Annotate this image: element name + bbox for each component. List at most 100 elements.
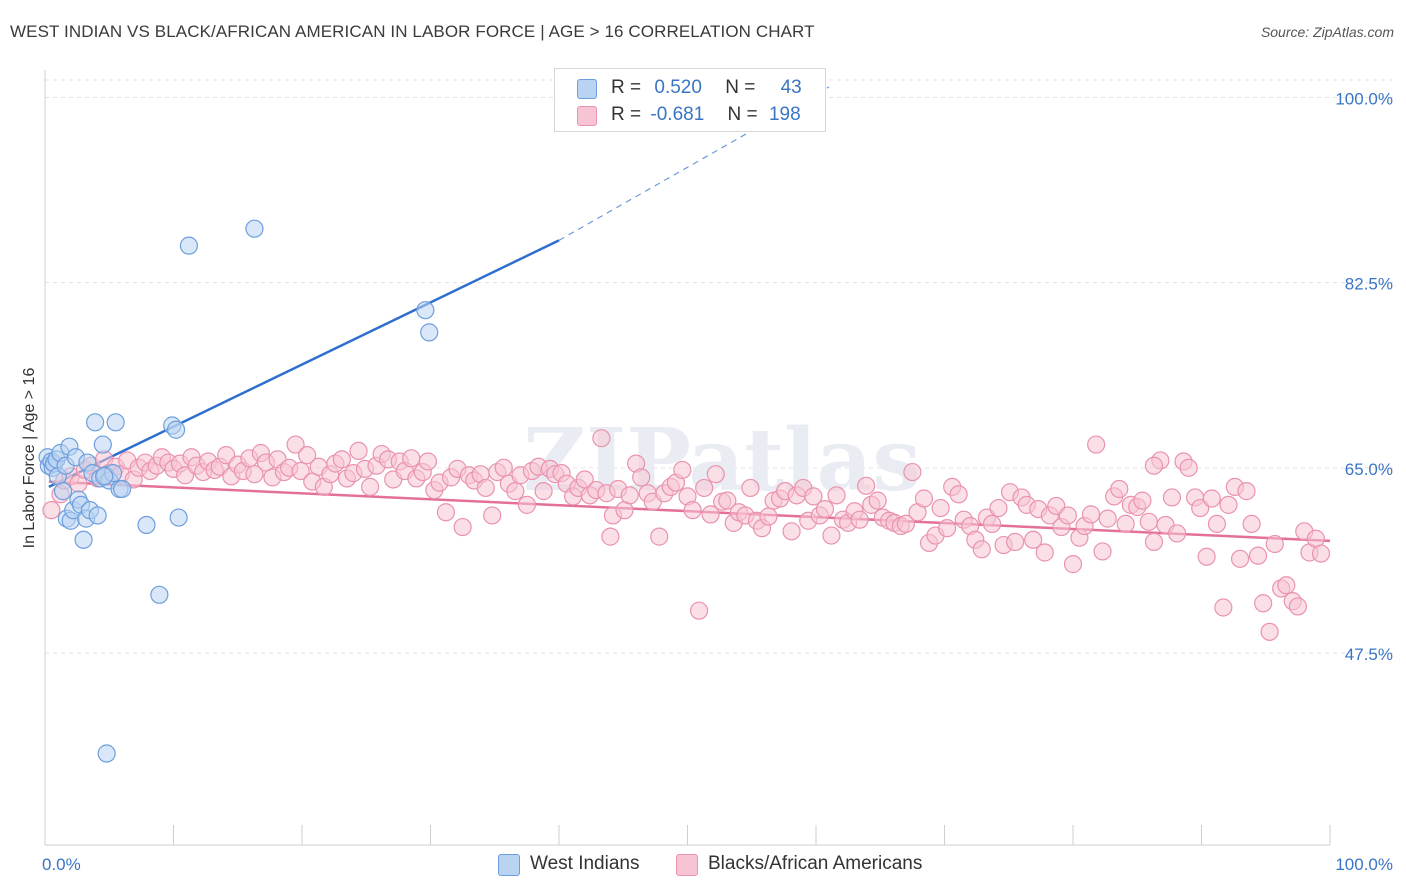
black-african-american-point-207 — [1242, 514, 1261, 534]
west-indian-point-25 — [93, 435, 112, 454]
black-african-american-point-42 — [291, 461, 310, 481]
black-african-american-point-154 — [937, 519, 957, 538]
black-african-american-point-75 — [483, 506, 502, 525]
black-african-american-point-84 — [534, 482, 553, 501]
legend-r-label: R = — [611, 104, 642, 125]
black-african-american-point-64 — [418, 452, 438, 471]
legend-r-value: 0.520 — [654, 77, 702, 98]
legend-r-label: R = — [611, 77, 642, 98]
black-african-american-point-209 — [1254, 594, 1273, 613]
legend-n-label: N = — [727, 104, 758, 125]
black-african-american-point-150 — [914, 489, 934, 508]
y-tick-label-2: 82.5% — [1345, 275, 1393, 294]
chart-title: WEST INDIAN VS BLACK/AFRICAN AMERICAN IN… — [10, 22, 815, 41]
correlation-legend: R = 0.520 N = 43 R = -0.681 N = 198 — [554, 68, 826, 132]
black-african-american-point-148 — [903, 462, 922, 482]
west-indian-point-38 — [179, 236, 199, 255]
legend-r-value: -0.681 — [650, 104, 705, 125]
grid-lines — [45, 79, 1394, 654]
legend-n-value: 43 — [780, 77, 802, 98]
black-african-american-point-175 — [1058, 506, 1077, 525]
west-indian-point-23 — [88, 506, 107, 525]
black-african-american-point-166 — [1006, 532, 1025, 552]
black-african-american-point-188 — [1133, 491, 1152, 510]
black-african-american-point-200 — [1202, 489, 1221, 508]
axes — [44, 70, 1331, 846]
black-african-american-point-133 — [815, 499, 835, 519]
y-axis-label: In Labor Force | Age > 16 — [21, 368, 38, 549]
legend-row-black-african-americans: R = -0.681 N = 198 — [555, 101, 825, 129]
black-african-american-point-181 — [1093, 542, 1112, 561]
west-indian-point-34 — [150, 585, 169, 604]
black-african-american-point-135 — [827, 486, 846, 505]
black-african-american-point-220 — [1144, 456, 1164, 475]
black-african-american-point-94 — [592, 429, 611, 448]
west-indian-point-33 — [137, 515, 156, 535]
x-tick-label-0: 0.0% — [42, 855, 81, 874]
black-african-american-point-153 — [931, 498, 950, 518]
black-african-american-point-213 — [1277, 576, 1296, 595]
black-african-american-point-203 — [1219, 495, 1238, 514]
black-african-american-point-185 — [1116, 514, 1135, 534]
black-african-american-point-0 — [42, 501, 61, 520]
black-african-american-point-184 — [1110, 479, 1129, 499]
trend-line-west-indians — [48, 239, 560, 489]
legend-swatch-blue — [498, 854, 520, 876]
legend-swatch-pink — [676, 854, 698, 876]
black-african-american-point-54 — [361, 477, 380, 496]
black-african-american-point-199 — [1197, 547, 1216, 566]
series-black-african-americans — [42, 429, 1331, 641]
black-african-american-point-34 — [245, 465, 264, 484]
black-african-american-point-210 — [1260, 622, 1279, 641]
black-african-american-point-116 — [718, 491, 737, 510]
source-credit: Source: ZipAtlas.com — [1260, 24, 1394, 40]
y-tick-label-1: 65.0% — [1345, 460, 1393, 479]
black-african-american-point-43 — [298, 446, 317, 465]
black-african-american-point-156 — [949, 485, 968, 504]
black-african-american-point-171 — [1035, 543, 1054, 562]
black-african-american-point-189 — [1139, 512, 1158, 531]
black-african-american-point-101 — [632, 468, 651, 487]
black-african-american-point-134 — [822, 526, 841, 545]
black-african-american-point-182 — [1098, 509, 1117, 528]
black-african-american-point-219 — [1311, 544, 1331, 563]
black-african-american-point-41 — [286, 435, 305, 454]
black-african-american-point-113 — [701, 505, 720, 524]
west-indian-point-36 — [166, 420, 186, 439]
black-african-american-point-162 — [982, 514, 1002, 534]
black-african-american-point-61 — [402, 449, 421, 468]
series-legend: West Indians Blacks/African Americans — [0, 850, 1406, 880]
x-tick-label-100: 100.0% — [1335, 855, 1393, 874]
black-african-american-point-99 — [620, 486, 639, 505]
west-indian-point-40 — [416, 301, 435, 320]
black-african-american-point-176 — [1063, 555, 1083, 574]
black-african-american-point-142 — [868, 491, 887, 510]
west-indian-point-17 — [74, 530, 93, 549]
series-west-indians — [38, 219, 439, 763]
black-african-american-point-52 — [349, 441, 368, 461]
black-african-american-point-221 — [601, 527, 620, 546]
black-african-american-point-205 — [1230, 549, 1250, 568]
black-african-american-point-111 — [689, 601, 709, 620]
black-african-american-point-81 — [517, 495, 536, 514]
black-african-american-point-67 — [436, 503, 456, 522]
legend-label-west-indians: West Indians — [530, 853, 640, 874]
black-african-american-point-108 — [673, 460, 692, 480]
west-indian-point-37 — [169, 508, 188, 527]
black-african-american-point-49 — [332, 450, 351, 469]
y-tick-label-0: 47.5% — [1345, 645, 1393, 664]
black-african-american-point-193 — [1162, 488, 1182, 507]
black-african-american-point-120 — [741, 478, 760, 498]
y-tick-labels: 47.5% 65.0% 82.5% 100.0% — [1335, 90, 1393, 665]
y-tick-label-3: 100.0% — [1335, 90, 1393, 109]
black-african-american-point-194 — [1167, 524, 1187, 543]
legend-n-label: N = — [725, 77, 756, 98]
black-african-american-point-180 — [1087, 435, 1106, 454]
black-african-american-point-79 — [506, 482, 525, 501]
black-african-american-point-112 — [695, 478, 714, 498]
black-african-american-point-160 — [972, 540, 991, 559]
black-african-american-point-131 — [804, 487, 823, 506]
black-african-american-point-74 — [476, 478, 495, 498]
black-african-american-point-208 — [1248, 546, 1268, 565]
